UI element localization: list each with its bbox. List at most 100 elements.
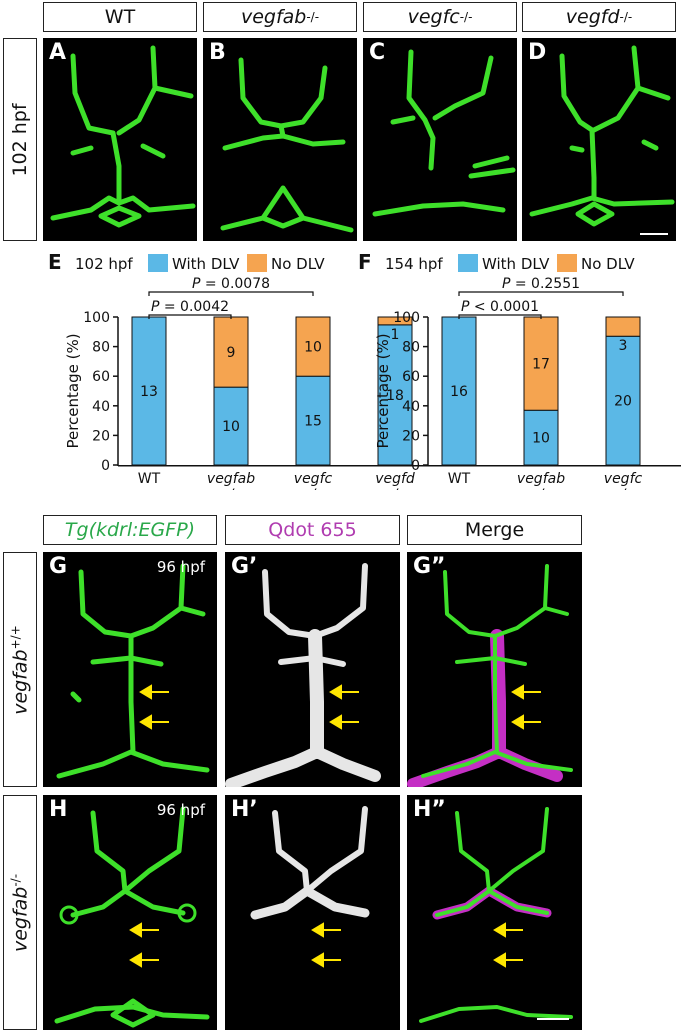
- vessel-image-h-double: [419, 807, 573, 1023]
- y-tick-label: 60: [402, 369, 420, 385]
- bar-with-dlv: [295, 375, 331, 466]
- significance-label: P = 0.0078: [192, 276, 270, 292]
- bar-with-dlv: [441, 316, 477, 466]
- chart-title-1: 154 hpf: [385, 255, 443, 273]
- significance-bracket: [458, 314, 542, 319]
- legend-label-no-dlv: No DLV: [271, 255, 325, 273]
- x-tick-label: vegfab: [207, 471, 255, 487]
- y-tick-label: 100: [393, 310, 420, 326]
- time-label-g: 96 hpf: [156, 558, 205, 576]
- micrograph-panel-g: G 96 hpf: [43, 552, 217, 787]
- arrows-g-double: [511, 684, 541, 730]
- panel-letter-e: E: [48, 250, 62, 274]
- arrows-g: [139, 684, 169, 730]
- y-tick-label: 80: [92, 340, 110, 356]
- micrograph-panel-b: B: [203, 38, 357, 241]
- row-label-vegfab-mut: vegfab-/-: [3, 795, 37, 1030]
- vessel-image-b: [220, 57, 354, 233]
- chart-title-0: 102 hpf: [75, 255, 133, 273]
- row-label-102hpf: 102 hpf: [3, 38, 37, 241]
- bar-no-dlv: [523, 316, 559, 411]
- bar-with-dlv: [213, 386, 249, 466]
- significance-bracket: [458, 291, 624, 296]
- significance-label: P = 0.0042: [151, 299, 229, 315]
- y-tick-label: 100: [83, 310, 110, 326]
- significance-bracket: [148, 291, 314, 296]
- legend-swatch-no-dlv: [557, 254, 577, 272]
- vessel-image-h: [54, 806, 210, 1028]
- vessel-image-g-double: [407, 564, 573, 787]
- data-label-no-dlv: 1: [391, 327, 400, 343]
- legend-label-with-dlv: With DLV: [482, 255, 550, 273]
- data-label-with-dlv: 13: [140, 384, 158, 400]
- panel-letter-a: A: [49, 40, 67, 65]
- panel-letter-h-prime: H’: [231, 797, 258, 822]
- y-tick-label: 40: [402, 399, 420, 415]
- data-label-with-dlv: 16: [450, 384, 468, 400]
- header-merge: Merge: [407, 515, 582, 545]
- panel-letter-h: H: [49, 797, 68, 822]
- bar-no-dlv: [605, 316, 641, 337]
- bar-with-dlv: [523, 409, 559, 466]
- x-tick-label: vegfc: [604, 471, 643, 487]
- panel-letter-c: C: [369, 40, 386, 65]
- data-label-with-dlv: 20: [614, 394, 632, 410]
- arrows-h-double: [493, 922, 523, 968]
- legend-label-no-dlv: No DLV: [581, 255, 635, 273]
- significance-label: P = 0.2551: [502, 276, 580, 292]
- panel-letter-b: B: [209, 40, 226, 65]
- panel-letter-g: G: [49, 554, 68, 579]
- micrograph-panel-c: C: [363, 38, 517, 241]
- significance-label: P < 0.0001: [461, 299, 539, 315]
- legend-label-with-dlv: With DLV: [172, 255, 240, 273]
- arrows-g-prime: [329, 684, 359, 730]
- vessel-image-a: [50, 45, 196, 228]
- data-label-no-dlv: 3: [619, 338, 628, 354]
- x-tick-label: WT: [138, 471, 161, 487]
- micrograph-panel-h-double: H”: [407, 795, 582, 1030]
- micrograph-panel-h-prime: H’: [225, 795, 400, 1030]
- panel-letter-d: D: [528, 40, 547, 65]
- header-vegfd: vegfd -/-: [522, 2, 676, 32]
- y-tick-label: 40: [92, 399, 110, 415]
- data-label-no-dlv: 17: [532, 357, 550, 373]
- x-tick-label: vegfc: [294, 471, 333, 487]
- bar-with-dlv: [377, 324, 413, 466]
- y-axis-label: Percentage (%): [64, 333, 82, 448]
- vessel-image-h-prime: [250, 806, 370, 968]
- y-tick-label: 0: [411, 458, 420, 474]
- micrograph-panel-a: A: [43, 38, 197, 241]
- header-vegfc: vegfc -/-: [363, 2, 517, 32]
- x-tick-label: vegfab: [517, 471, 565, 487]
- y-tick-label: 80: [402, 340, 420, 356]
- time-label-h: 96 hpf: [156, 801, 205, 819]
- arrows-h: [129, 922, 159, 968]
- y-tick-label: 0: [101, 458, 110, 474]
- row-label-vegfab-wt: vegfab+/+: [3, 552, 37, 787]
- header-wt: WT: [43, 2, 197, 32]
- legend-swatch-no-dlv: [247, 254, 267, 272]
- x-tick-label: WT: [448, 471, 471, 487]
- arrows-h-prime: [311, 922, 341, 968]
- significance-bracket: [148, 314, 232, 319]
- charts-area: E 102 hpf With DLV No DLV020406080100Percen…: [48, 250, 681, 490]
- data-label-with-dlv: 18: [386, 388, 404, 404]
- x-tick-label-genotype: -/-: [224, 487, 239, 490]
- y-tick-label: 20: [92, 428, 110, 444]
- header-vegfab: vegfab -/-: [203, 2, 357, 32]
- header-kdrl-egfp: Tg(kdrl:EGFP): [43, 515, 217, 545]
- y-tick-label: 60: [92, 369, 110, 385]
- x-tick-label-genotype: -/-: [534, 487, 549, 490]
- panel-letter-h-double: H”: [413, 797, 446, 822]
- panel-letter-f: F: [358, 250, 372, 274]
- panel-letter-g-double: G”: [413, 554, 446, 579]
- y-axis-label: Percentage (%): [374, 333, 392, 448]
- header-qdot: Qdot 655: [225, 515, 400, 545]
- micrograph-panel-d: D: [522, 38, 676, 241]
- data-label-no-dlv: 10: [304, 340, 322, 356]
- y-tick-label: 20: [402, 428, 420, 444]
- micrograph-panel-h: H 96 hpf: [43, 795, 217, 1030]
- vessel-image-g: [56, 563, 210, 779]
- micrograph-panel-g-double: G”: [407, 552, 582, 787]
- data-label-with-dlv: 15: [304, 414, 322, 430]
